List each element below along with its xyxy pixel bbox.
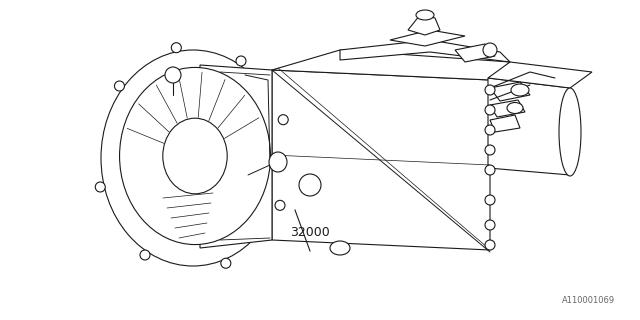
Ellipse shape xyxy=(120,68,271,244)
Polygon shape xyxy=(340,40,510,62)
Polygon shape xyxy=(490,100,525,117)
Circle shape xyxy=(485,240,495,250)
Circle shape xyxy=(221,258,231,268)
Polygon shape xyxy=(488,78,570,175)
Circle shape xyxy=(485,105,495,115)
Ellipse shape xyxy=(299,174,321,196)
Circle shape xyxy=(236,56,246,66)
Ellipse shape xyxy=(163,118,227,194)
Circle shape xyxy=(485,125,495,135)
Ellipse shape xyxy=(559,88,581,176)
Text: A110001069: A110001069 xyxy=(562,296,615,305)
Text: 32000: 32000 xyxy=(290,226,330,239)
Circle shape xyxy=(165,67,181,83)
Ellipse shape xyxy=(416,10,434,20)
Circle shape xyxy=(275,200,285,210)
Polygon shape xyxy=(490,115,520,132)
Ellipse shape xyxy=(101,50,285,266)
Circle shape xyxy=(140,250,150,260)
Circle shape xyxy=(95,182,105,192)
Polygon shape xyxy=(272,70,490,250)
Circle shape xyxy=(485,195,495,205)
Polygon shape xyxy=(272,50,510,80)
Ellipse shape xyxy=(483,43,497,57)
Ellipse shape xyxy=(330,241,350,255)
Ellipse shape xyxy=(507,102,523,114)
Polygon shape xyxy=(455,44,495,62)
Circle shape xyxy=(485,85,495,95)
Circle shape xyxy=(485,220,495,230)
Polygon shape xyxy=(390,30,465,46)
Circle shape xyxy=(278,115,288,125)
Polygon shape xyxy=(200,65,272,248)
Circle shape xyxy=(172,43,181,53)
Circle shape xyxy=(115,81,124,91)
Polygon shape xyxy=(408,15,440,35)
Ellipse shape xyxy=(511,84,529,96)
Polygon shape xyxy=(488,62,592,88)
Circle shape xyxy=(485,165,495,175)
Circle shape xyxy=(485,145,495,155)
Polygon shape xyxy=(490,82,530,101)
Ellipse shape xyxy=(269,152,287,172)
